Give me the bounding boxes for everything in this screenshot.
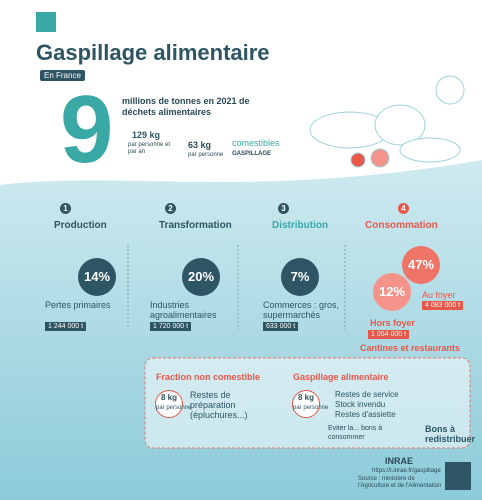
share: 14%: [78, 258, 116, 296]
title: Gaspillage alimentaire: [36, 40, 270, 66]
big-number: 9: [60, 82, 113, 178]
step-name: Distribution: [272, 220, 328, 231]
edible-tag: GASPILLAGE: [232, 151, 271, 158]
footer-source: Source : ministère de l'Agriculture et d…: [358, 476, 443, 490]
step-name: Consommation: [365, 220, 438, 231]
step-name: Transformation: [159, 220, 232, 231]
amount: 1 244 000 t: [45, 322, 86, 331]
amount: 4 083 000 t: [422, 301, 463, 310]
kg-value: 8 kg: [298, 393, 314, 402]
kg-label: par personne: [156, 405, 182, 412]
qr-code: [445, 462, 471, 490]
footer-brand: INRAE: [385, 456, 413, 467]
per-person-label: par personne et par an: [128, 142, 176, 156]
description: Restes de préparation (épluchures...): [190, 390, 260, 420]
logo-square: [36, 12, 56, 32]
footer-url: https://t.inrae.fr/gaspillage: [372, 468, 441, 475]
kg-label: par personne: [293, 405, 319, 412]
step-number: 4: [398, 203, 409, 214]
label: Industries agroalimentaires: [150, 300, 235, 320]
share: 20%: [182, 258, 220, 296]
edible-value: 63 kg: [188, 140, 211, 151]
step-number: 3: [278, 203, 289, 214]
amount: 1 720 000 t: [150, 322, 191, 331]
per-person-value: 129 kg: [132, 130, 160, 141]
infographic: Gaspillage alimentaire En France 9 milli…: [0, 0, 482, 500]
headline-text: millions de tonnes en 2021 de déchets al…: [122, 96, 262, 118]
share: 7%: [281, 258, 319, 296]
bullet-item: Restes de service: [335, 390, 399, 400]
canteens: Cantines et restaurants: [360, 343, 460, 354]
amount: 633 000 t: [263, 322, 298, 331]
kg-circle: 8 kg par personne: [292, 390, 320, 418]
label: Commerces : gros, supermarchés: [263, 300, 348, 320]
step-number: 2: [165, 203, 176, 214]
share: 12%: [373, 273, 411, 311]
share: 47%: [402, 246, 440, 284]
bullet-item: Stock invendu: [335, 400, 385, 410]
kg-value: 8 kg: [161, 393, 177, 402]
section-title: Fraction non comestible: [156, 372, 260, 383]
bullet-item: Restes d'assiette: [335, 410, 396, 420]
edible-label: par personne: [188, 152, 223, 159]
edible-text: comestibles: [232, 138, 280, 149]
amount: 1 054 000 t: [368, 330, 409, 339]
illustration: [310, 76, 464, 167]
step-number: 1: [60, 203, 71, 214]
step-name: Production: [54, 220, 107, 231]
label: Au foyer: [422, 290, 456, 300]
label: Hors foyer: [370, 318, 415, 328]
kg-circle: 8 kg par personne: [155, 390, 183, 418]
section-title: Gaspillage alimentaire: [293, 372, 389, 383]
redistribute: Bons à redistribuer: [425, 424, 475, 444]
label: Pertes primaires: [45, 300, 130, 310]
avoid-text: Eviter la... bons à consommer: [328, 424, 408, 442]
